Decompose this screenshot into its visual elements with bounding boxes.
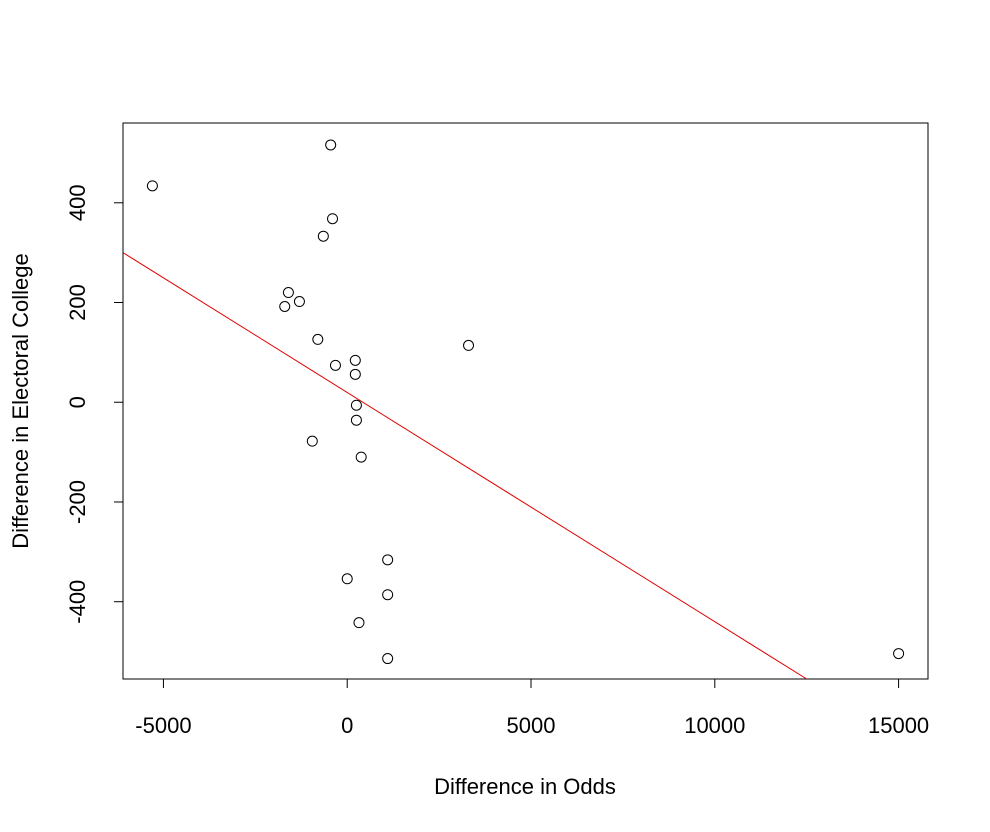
- data-point: [146, 180, 158, 192]
- data-point: [893, 648, 905, 660]
- x-axis: -5000 0 5000 10000 15000: [135, 678, 929, 738]
- y-tick-label: 400: [65, 184, 90, 221]
- data-point: [317, 230, 329, 242]
- x-tick-label: -5000: [135, 713, 191, 738]
- data-point: [282, 287, 294, 299]
- data-point: [293, 296, 305, 308]
- data-point: [463, 339, 475, 351]
- data-point: [329, 359, 341, 371]
- data-point: [382, 653, 394, 665]
- regression-line: [122, 252, 807, 680]
- data-point: [355, 451, 367, 463]
- data-points: [146, 139, 905, 665]
- y-tick-label: 0: [65, 396, 90, 408]
- data-point: [382, 554, 394, 566]
- y-axis: -400 -200 0 200 400: [65, 184, 124, 624]
- x-tick-label: 15000: [868, 713, 929, 738]
- data-point: [325, 139, 337, 151]
- fit-line: [122, 252, 807, 680]
- data-point: [382, 589, 394, 601]
- data-point: [306, 435, 318, 447]
- data-point: [353, 617, 365, 629]
- data-point: [350, 399, 362, 411]
- y-tick-label: -200: [65, 480, 90, 524]
- x-tick-label: 0: [341, 713, 353, 738]
- data-point: [350, 414, 362, 426]
- data-point: [341, 573, 353, 585]
- plot-frame: [122, 122, 929, 680]
- data-point: [327, 213, 339, 225]
- x-tick-label: 10000: [684, 713, 745, 738]
- y-tick-label: -400: [65, 580, 90, 624]
- x-axis-title: Difference in Odds: [434, 774, 616, 799]
- data-point: [349, 368, 361, 380]
- data-point: [349, 354, 361, 366]
- y-axis-title: Difference in Electoral College: [8, 253, 33, 549]
- x-tick-label: 5000: [507, 713, 556, 738]
- y-tick-label: 200: [65, 284, 90, 321]
- data-point: [279, 301, 291, 313]
- data-point: [312, 333, 324, 345]
